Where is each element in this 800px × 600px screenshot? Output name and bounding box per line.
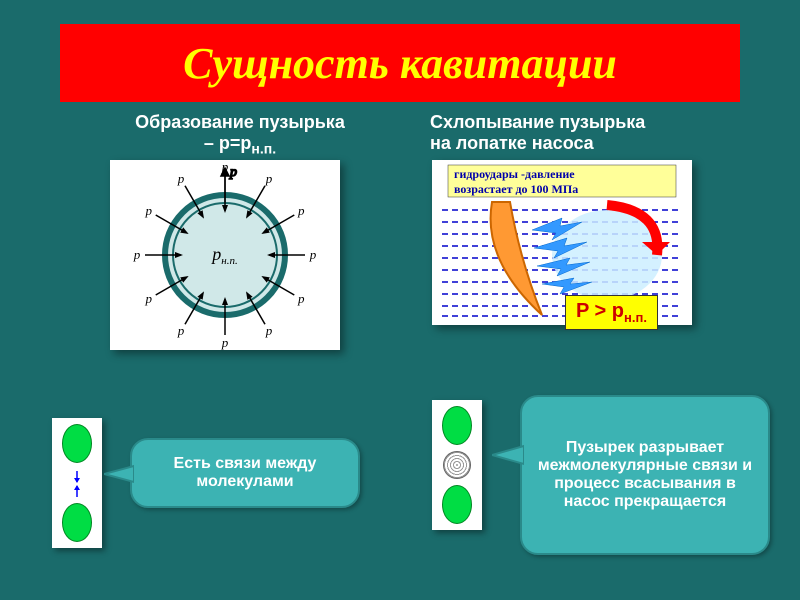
svg-text:р: р [177, 323, 185, 338]
hydro-line1: гидроудары -давление [454, 167, 575, 181]
svg-text:р: р [145, 203, 153, 218]
bubble-formation-diagram: рн.п. р рррррррррррр [110, 160, 340, 350]
pressure-main: P > р [576, 300, 624, 322]
svg-text:р: р [265, 171, 273, 186]
slide-root: Сущность кавитации Образование пузырька … [0, 0, 800, 600]
left-heading-sub: н.п. [251, 141, 276, 157]
hydro-line2: возрастает до 100 МПа [454, 182, 578, 196]
title-bar: Сущность кавитации [60, 24, 740, 102]
svg-text:р: р [297, 291, 305, 306]
title-text: Сущность кавитации [183, 38, 617, 89]
svg-text:р: р [221, 160, 229, 174]
molecule-broken-diagram [432, 400, 482, 530]
molecule-oval-icon [442, 406, 472, 445]
callout-bonds-broken: Пузырек разрывает межмолекулярные связи … [520, 395, 770, 555]
molecule-oval-icon [62, 424, 92, 463]
svg-text:р: р [221, 335, 229, 350]
callout-tail-icon [492, 442, 524, 468]
bubble-svg: рн.п. р рррррррррррр [110, 160, 340, 350]
pressure-sub: н.п. [624, 310, 647, 325]
pressure-inequality-label: P > рн.п. [565, 295, 658, 330]
svg-text:р: р [133, 247, 141, 262]
svg-text:р: р [177, 171, 185, 186]
svg-text:р: р [297, 203, 305, 218]
left-heading-line1: Образование пузырька [135, 112, 345, 132]
bond-arrows-icon [69, 469, 85, 498]
svg-text:р: р [309, 247, 317, 262]
right-column-heading: Схлопывание пузырька на лопатке насоса [430, 112, 730, 154]
cavitation-bubble-icon [443, 451, 471, 478]
svg-text:р: р [145, 291, 153, 306]
callout-tail-icon [104, 462, 134, 486]
callout-bonds-exist: Есть связи между молекулами [130, 438, 360, 508]
molecule-bonded-diagram [52, 418, 102, 548]
molecule-oval-icon [442, 485, 472, 524]
callout-left-text: Есть связи между молекулами [146, 455, 344, 491]
right-heading-line1: Схлопывание пузырька [430, 112, 645, 132]
svg-text:р: р [229, 165, 237, 180]
molecule-oval-icon [62, 503, 92, 542]
callout-right-text: Пузырек разрывает межмолекулярные связи … [536, 439, 754, 511]
right-heading-line2: на лопатке насоса [430, 133, 594, 153]
left-column-heading: Образование пузырька – р=рн.п. [90, 112, 390, 157]
left-heading-line2: – р=р [204, 133, 252, 153]
svg-text:р: р [265, 323, 273, 338]
hydro-label: гидроудары -давление возрастает до 100 М… [454, 167, 578, 197]
